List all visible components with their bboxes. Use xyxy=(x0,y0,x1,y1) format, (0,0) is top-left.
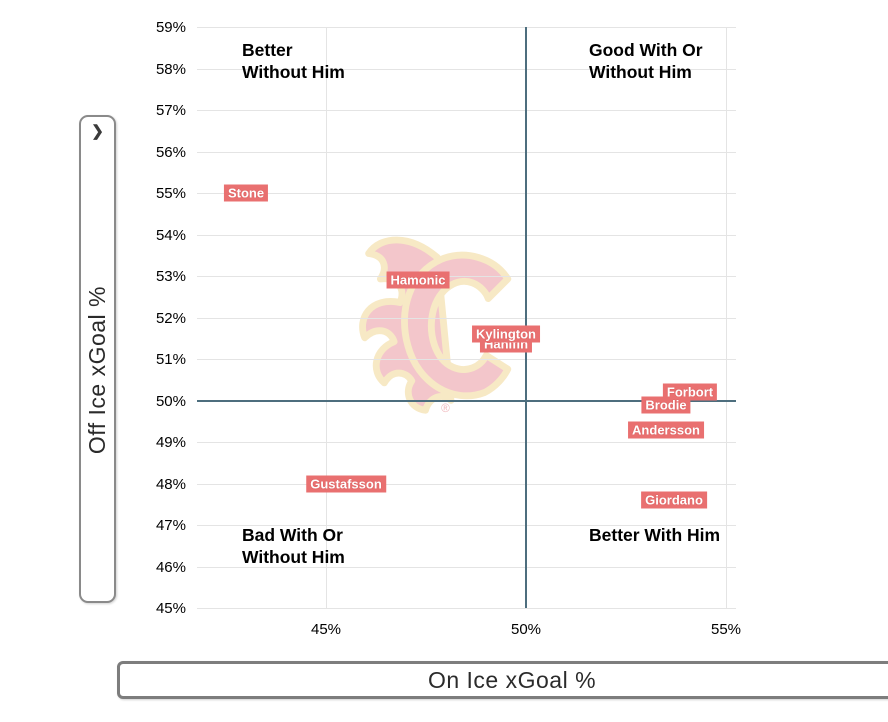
gridline-horizontal xyxy=(197,359,736,360)
chevron-right-icon: ❯ xyxy=(91,123,104,140)
x-axis-panel: On Ice xGoal % xyxy=(117,661,888,699)
player-point-label[interactable]: Kylington xyxy=(472,325,540,343)
y-tick-label: 54% xyxy=(155,226,186,244)
gridline-horizontal xyxy=(197,110,736,111)
gridline-horizontal xyxy=(197,483,736,485)
gridline-horizontal xyxy=(197,68,736,70)
gridline-horizontal xyxy=(197,566,736,568)
quadrant-label-top-left: Better Without Him xyxy=(242,40,345,82)
y-axis-panel: ❯ Off Ice xGoal % xyxy=(79,115,116,603)
y-tick-label: 51% xyxy=(155,351,186,368)
y-tick-label: 49% xyxy=(155,434,186,451)
gridline-vertical xyxy=(326,27,327,608)
y-tick-label: 58% xyxy=(155,60,186,78)
gridline-horizontal xyxy=(197,276,736,277)
gridline-horizontal xyxy=(197,234,736,236)
player-point-label[interactable]: Giordano xyxy=(641,491,707,509)
y-reference-line xyxy=(197,399,736,402)
quadrant-label-bottom-right: Better With Him xyxy=(589,525,721,545)
y-tick-label: 53% xyxy=(155,268,186,285)
player-point-label[interactable]: Gustafsson xyxy=(306,475,386,492)
x-tick-label: 45% xyxy=(310,621,342,638)
plot-area xyxy=(197,27,736,609)
y-tick-label: 46% xyxy=(155,558,186,576)
gridline-horizontal xyxy=(197,193,736,194)
gridline-horizontal xyxy=(197,27,736,28)
gridline-horizontal xyxy=(197,608,736,609)
panel-collapse-button[interactable]: ❯ xyxy=(91,124,104,139)
y-tick-label: 48% xyxy=(155,475,186,493)
gridline-horizontal xyxy=(197,525,736,526)
y-tick-label: 52% xyxy=(155,309,186,327)
y-tick-label: 56% xyxy=(155,143,186,161)
x-reference-line xyxy=(525,27,527,608)
y-tick-label: 50% xyxy=(155,392,186,410)
y-tick-label: 57% xyxy=(155,102,186,119)
x-tick-label: 55% xyxy=(710,621,742,638)
y-axis-title: Off Ice xGoal % xyxy=(84,285,110,455)
y-tick-label: 59% xyxy=(155,19,186,36)
y-axis-title-container: Off Ice xGoal % xyxy=(84,139,111,601)
gridline-horizontal xyxy=(197,317,736,319)
gridline-vertical xyxy=(726,27,727,608)
quadrant-label-bottom-left: Bad With Or Without Him xyxy=(242,525,345,567)
player-point-label[interactable]: Andersson xyxy=(628,421,704,439)
player-point-label[interactable]: Brodie xyxy=(641,396,691,414)
gridline-horizontal xyxy=(197,151,736,153)
y-tick-label: 45% xyxy=(155,600,186,617)
gridline-horizontal xyxy=(197,442,736,443)
x-axis-title: On Ice xGoal % xyxy=(427,666,597,693)
x-tick-label: 50% xyxy=(510,621,542,638)
player-point-label[interactable]: Hamonic xyxy=(386,271,450,289)
registered-trademark-icon: ® xyxy=(441,402,450,415)
y-tick-label: 55% xyxy=(155,185,186,202)
player-point-label[interactable]: Stone xyxy=(223,184,269,202)
quadrant-label-top-right: Good With Or Without Him xyxy=(589,40,703,82)
y-tick-label: 47% xyxy=(155,517,186,534)
